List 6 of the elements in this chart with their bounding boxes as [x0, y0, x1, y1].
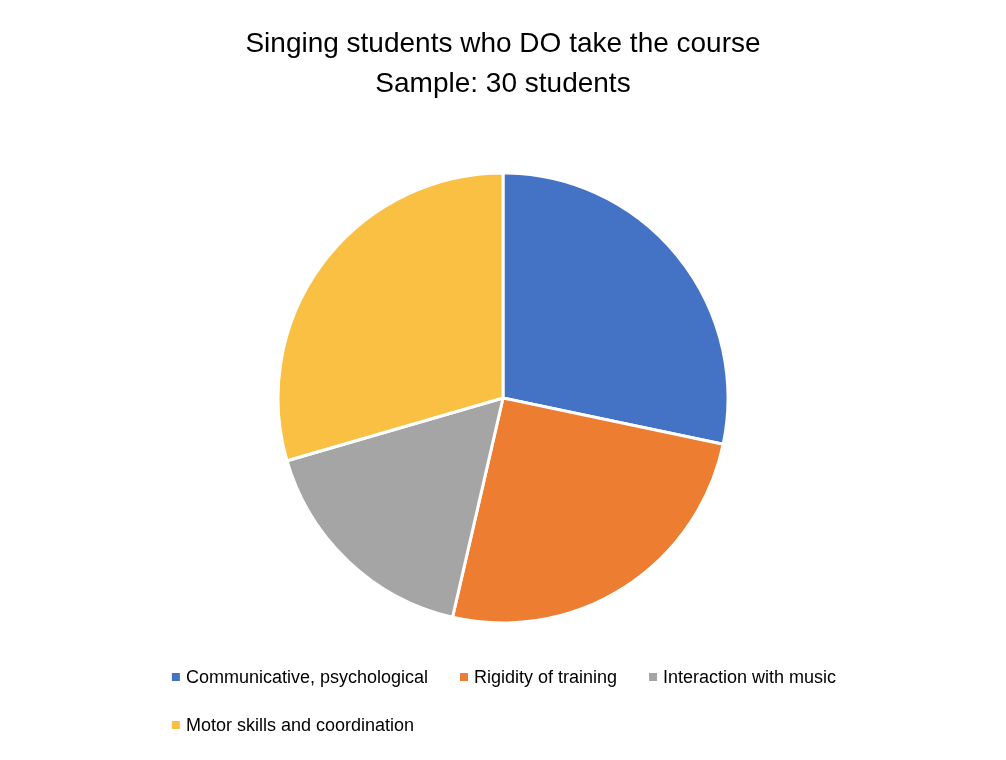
chart-subtitle: Sample: 30 students — [375, 66, 631, 98]
chart-title: Singing students who DO take the course — [245, 26, 761, 58]
legend-label: Communicative, psychological — [185, 667, 428, 687]
legend-label: Interaction with music — [663, 667, 837, 687]
legend-label: Motor skills and coordination — [185, 715, 415, 735]
legend-label: Rigidity of training — [473, 667, 618, 687]
